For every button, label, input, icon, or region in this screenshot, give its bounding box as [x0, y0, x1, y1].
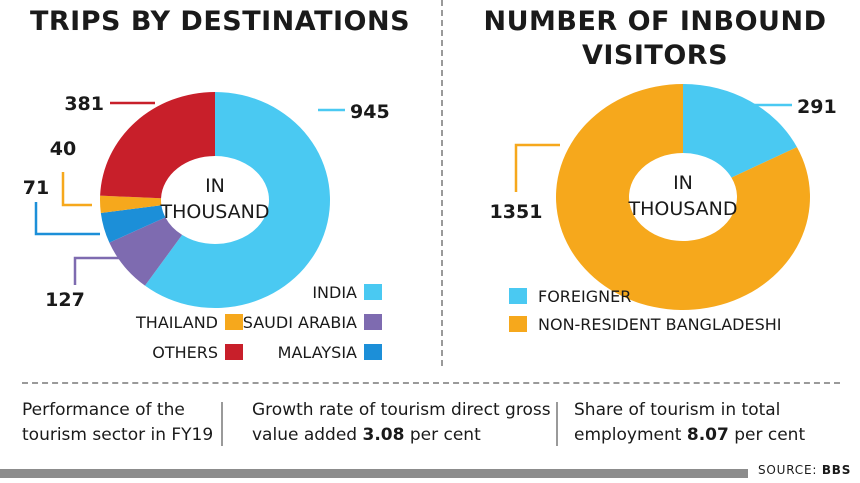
- leader-line: [514, 143, 560, 192]
- chart2-title: NUMBER OF INBOUND VISITORS: [483, 6, 827, 71]
- source-name: BBS: [821, 463, 852, 477]
- growth-unit: per cent: [409, 425, 481, 445]
- legend-label: MALAYSIA: [278, 343, 357, 362]
- legend-label: INDIA: [312, 283, 357, 302]
- value-label: 127: [45, 289, 85, 311]
- legend-swatch: [364, 314, 382, 330]
- slice-non-resident-bangladeshi: [556, 84, 810, 310]
- legend-swatch: [225, 314, 243, 330]
- legend-label: THAILAND: [135, 313, 218, 332]
- value-label: 381: [64, 93, 104, 115]
- legend-swatch: [364, 284, 382, 300]
- share-text: Share of tourism in total employment: [574, 400, 781, 445]
- leader-line: [34, 202, 100, 236]
- chart1-title: TRIPS BY DESTINATIONS: [29, 6, 411, 37]
- legend-swatch: [509, 288, 527, 304]
- horizontal-divider: [22, 382, 840, 384]
- footer-separator: [556, 402, 558, 446]
- slice-malaysia: [100, 205, 166, 243]
- donut-chart-1: [100, 92, 330, 308]
- legend-label: NON-RESIDENT BANGLADESHI: [538, 315, 782, 334]
- value-label: 1351: [490, 201, 543, 223]
- legend-label: SAUDI ARABIA: [243, 313, 357, 332]
- center-label: IN: [205, 175, 225, 197]
- value-label: 71: [23, 177, 49, 199]
- leader-line: [73, 256, 120, 285]
- footer-share: Share of tourism in total employment 8.0…: [574, 398, 854, 448]
- slice-saudi-arabia: [109, 217, 183, 286]
- value-label: 40: [50, 138, 76, 160]
- footer-separator: [221, 402, 223, 446]
- legend-swatch: [364, 344, 382, 360]
- footer-growth: Growth rate of tourism direct gross valu…: [252, 398, 552, 448]
- slice-thailand: [100, 195, 162, 213]
- share-value: 8.07: [686, 425, 729, 445]
- legend-swatch: [509, 316, 527, 332]
- center-label: IN: [673, 172, 693, 194]
- center-label: THOUSAND: [627, 198, 737, 220]
- donut-chart-2: [556, 84, 810, 310]
- value-label: 945: [350, 101, 390, 123]
- source-label: SOURCE:: [758, 463, 818, 477]
- legend-swatch: [225, 344, 243, 360]
- bottom-bar: [0, 469, 748, 478]
- share-unit: per cent: [734, 425, 806, 445]
- slice-others: [100, 92, 215, 199]
- center-label: THOUSAND: [159, 201, 269, 223]
- footer-performance: Performance of the tourism sector in FY1…: [22, 400, 214, 445]
- vertical-divider: [441, 0, 443, 366]
- legend-label: FOREIGNER: [538, 287, 631, 306]
- legend-label: OTHERS: [152, 343, 218, 362]
- growth-value: 3.08: [362, 425, 405, 445]
- slice-foreigner: [683, 84, 797, 178]
- source-credit: SOURCE: BBS: [758, 463, 851, 477]
- growth-text: Growth rate of tourism direct gross valu…: [252, 400, 551, 445]
- leader-line: [61, 172, 92, 207]
- value-label: 291: [797, 96, 837, 118]
- slice-india: [144, 92, 330, 308]
